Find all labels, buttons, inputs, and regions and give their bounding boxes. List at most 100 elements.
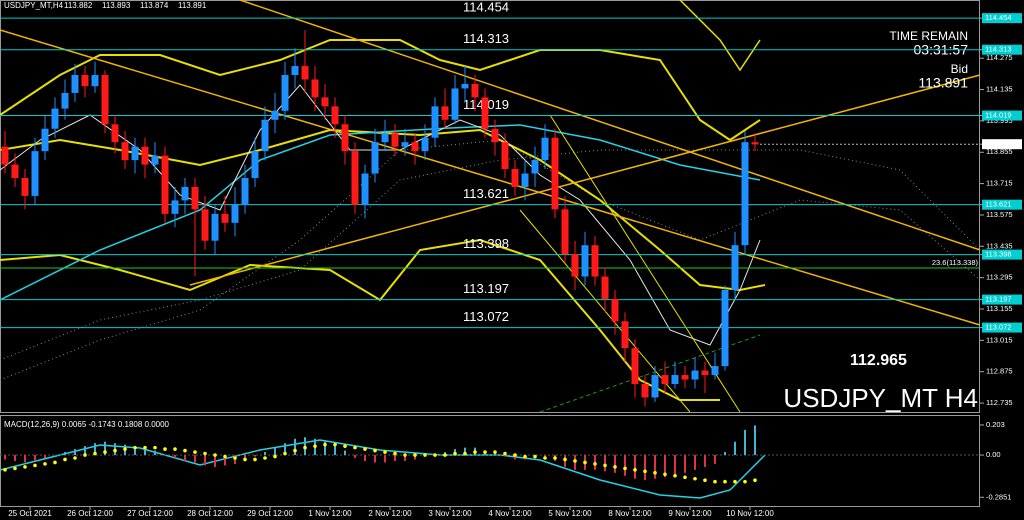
macd-signal-dot	[423, 453, 427, 457]
macd-signal-dot	[513, 453, 517, 457]
level-tag	[982, 199, 1022, 210]
candle-body	[671, 375, 679, 385]
macd-signal-dot	[193, 450, 197, 454]
candle-body	[701, 370, 709, 376]
macd-signal-dot	[183, 448, 187, 453]
candle-body	[731, 245, 739, 290]
candle-body	[51, 108, 59, 129]
macd-signal-dot	[663, 472, 667, 477]
macd-signal-dot	[703, 478, 707, 483]
macd-signal-dot	[683, 475, 687, 480]
y-tick-label: 113.575	[986, 210, 1013, 219]
ohlc-value: 113.893	[102, 1, 131, 10]
candle-body	[261, 119, 269, 152]
candle-body	[441, 106, 449, 120]
macd-signal-dot	[43, 462, 47, 466]
level-tag-label: 113.621	[985, 200, 1012, 209]
macd-signal-dot	[753, 478, 757, 483]
level-tag-label: 114.454	[985, 13, 1012, 22]
macd-signal-dot	[573, 459, 577, 463]
chart-title: USDJPY_MT,H4	[4, 1, 64, 10]
y-tick-label: 113.855	[986, 147, 1013, 156]
x-tick-label: 1 Nov 12:00	[308, 509, 352, 518]
y-tick-label: 114.135	[986, 85, 1013, 94]
candle-body	[311, 79, 319, 98]
candle-body	[301, 66, 309, 80]
candle-body	[401, 142, 409, 147]
candle-body	[681, 375, 689, 380]
candle-body	[531, 160, 539, 174]
candle-body	[181, 186, 189, 201]
trend-line	[189, 74, 981, 286]
macd-signal-dot	[173, 447, 177, 451]
y-tick-label: 113.295	[986, 273, 1013, 282]
macd-signal-dot	[493, 450, 497, 454]
candle-body	[421, 137, 429, 152]
macd-signal-dot	[643, 469, 647, 474]
macd-signal-dot	[143, 445, 147, 450]
candle-body	[91, 75, 99, 87]
x-tick-label: 25 Oct 2021	[8, 509, 52, 518]
candle-body	[61, 92, 69, 109]
candle-body	[11, 164, 19, 179]
macd-signal-dot	[223, 454, 227, 459]
macd-signal-dot	[243, 457, 247, 462]
level-tag-label: 113.072	[985, 323, 1012, 332]
level-tag	[982, 13, 1022, 24]
candle-body	[201, 209, 209, 241]
candle-body	[331, 106, 339, 125]
macd-signal-dot	[253, 457, 257, 462]
macd-signal-dot	[463, 451, 467, 456]
x-tick-label: 26 Oct 12:00	[67, 509, 113, 518]
x-tick-label: 3 Nov 12:00	[428, 509, 472, 518]
y-tick-label: 113.015	[986, 335, 1013, 344]
bid-label: Bid	[951, 62, 968, 76]
x-tick-label: 8 Nov 12:00	[608, 509, 652, 518]
candle-body	[131, 146, 139, 161]
macd-signal-dot	[593, 462, 597, 466]
candle-body	[591, 245, 599, 277]
macd-signal-dot	[693, 476, 697, 481]
annotation: 112.965	[850, 352, 907, 369]
macd-signal-dot	[723, 479, 727, 484]
candle-body	[661, 375, 669, 385]
candle-body	[241, 178, 249, 205]
candle-body	[381, 133, 389, 143]
level-tag-label: 114.019	[985, 111, 1012, 120]
macd-signal-dot	[93, 451, 97, 456]
x-tick-label: 28 Oct 12:00	[187, 509, 233, 518]
candle-body	[501, 142, 509, 170]
macd-signal-dot	[333, 442, 337, 447]
y-tick-label: 114.275	[986, 53, 1013, 62]
macd-signal-dot	[13, 466, 17, 471]
macd-signal-dot	[233, 456, 237, 460]
level-label: 113.072	[463, 309, 509, 324]
macd-signal-dot	[103, 450, 107, 454]
candle-body	[581, 245, 589, 277]
candle-body	[431, 106, 439, 138]
y-tick-label: 112.735	[986, 398, 1013, 407]
macd-signal-dot	[633, 468, 637, 472]
time-remain-label: TIME REMAIN	[889, 29, 968, 43]
level-label: 113.197	[463, 281, 509, 296]
candle-body	[221, 213, 229, 223]
macd-signal-dot	[33, 463, 37, 468]
candle-body	[461, 83, 469, 89]
candle-body	[151, 155, 159, 165]
x-tick-label: 9 Nov 12:00	[668, 509, 712, 518]
candle-body	[141, 146, 149, 165]
candle-body	[481, 97, 489, 129]
macd-signal-dot	[473, 450, 477, 454]
candle-body	[491, 128, 499, 143]
x-tick-label: 5 Nov 12:00	[548, 509, 592, 518]
level-label: 114.454	[463, 0, 509, 15]
macd-signal-dot	[553, 456, 557, 460]
x-tick-label: 29 Oct 12:00	[247, 509, 293, 518]
macd-signal-dot	[133, 445, 137, 450]
level-tag-label: 113.398	[985, 250, 1012, 259]
candle-body	[751, 142, 759, 145]
candle-body	[631, 348, 639, 385]
macd-signal-dot	[323, 442, 327, 447]
level-tag	[982, 110, 1022, 121]
ohlc-value: 113.891	[178, 1, 207, 10]
